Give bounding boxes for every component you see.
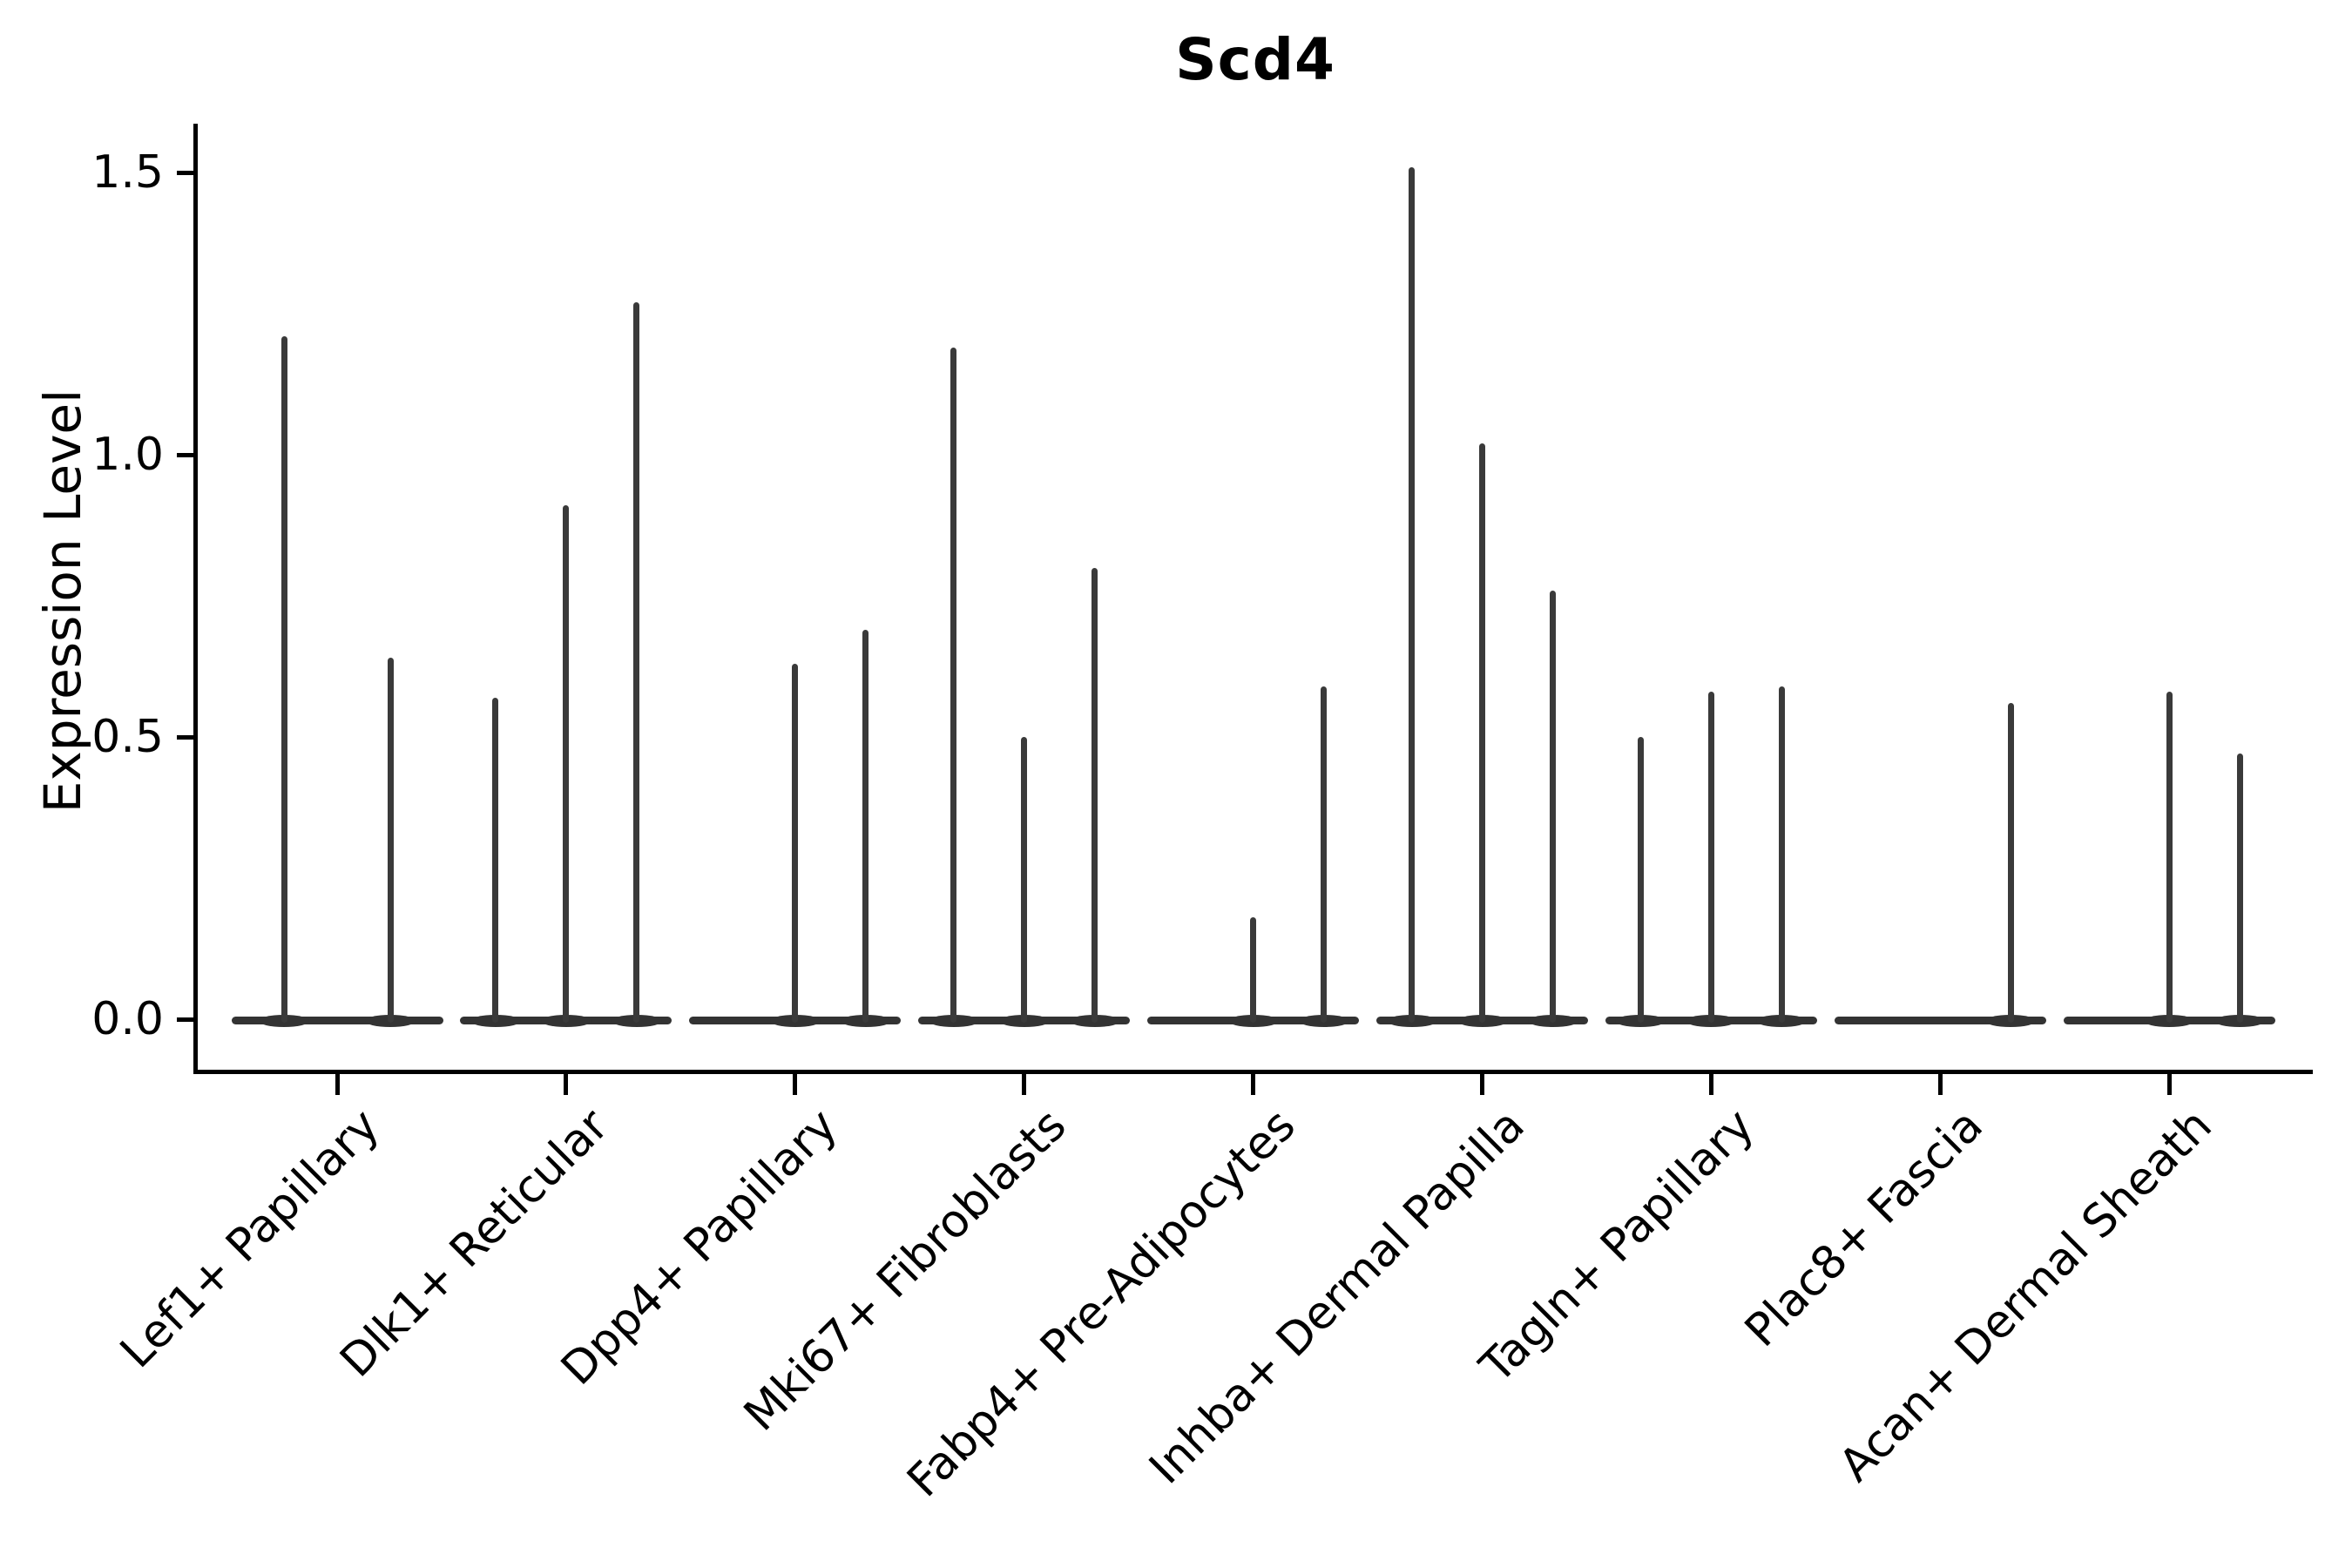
x-tick-mark	[1251, 1074, 1256, 1095]
violin-spike	[862, 629, 869, 1023]
violin-spike	[1021, 737, 1028, 1023]
violin-spike	[2236, 754, 2243, 1023]
violin-spike	[633, 302, 640, 1023]
violin-spike	[792, 663, 799, 1023]
x-tick-label: Plac8+ Fascia	[1734, 1099, 1993, 1357]
violin-spike	[1092, 567, 1098, 1023]
x-tick-label: Inhba+ Dermal Papilla	[1139, 1099, 1535, 1495]
violin-spike	[280, 335, 287, 1023]
x-axis-spine	[193, 1070, 2313, 1074]
y-tick-label: 1.5	[91, 146, 164, 199]
y-tick-label: 0.0	[91, 993, 164, 1045]
violin-spike	[1707, 692, 1714, 1023]
y-axis-spine	[193, 124, 198, 1074]
violin-spike	[1637, 737, 1644, 1023]
x-tick-mark	[1708, 1074, 1713, 1095]
violin-spike	[950, 347, 957, 1023]
y-tick-mark	[177, 452, 198, 457]
x-tick-mark	[793, 1074, 798, 1095]
violin-spike	[1778, 686, 1785, 1023]
x-tick-mark	[1937, 1074, 1943, 1095]
violin-base	[1834, 1017, 2046, 1024]
violin-spike	[1250, 917, 1257, 1023]
y-tick-label: 1.0	[91, 429, 164, 481]
violin-base	[231, 1017, 443, 1024]
violin-spike	[492, 697, 499, 1023]
x-tick-label: Fabp4+ Pre-Adipocytes	[897, 1099, 1307, 1508]
violin-spike	[1479, 443, 1485, 1023]
plot-title: Scd4	[1175, 26, 1335, 93]
y-tick-mark	[177, 734, 198, 740]
y-tick-mark	[177, 170, 198, 175]
violin-spike	[387, 658, 394, 1023]
violin-spike	[1550, 590, 1556, 1023]
violin-spike	[2166, 692, 2173, 1023]
x-tick-label: Acan+ Dermal Sheath	[1828, 1099, 2222, 1492]
y-tick-mark	[177, 1017, 198, 1022]
violin-spike	[563, 505, 570, 1023]
x-tick-mark	[335, 1074, 340, 1095]
x-tick-mark	[2166, 1074, 2172, 1095]
x-tick-mark	[564, 1074, 569, 1095]
violin-spike	[1321, 686, 1328, 1023]
y-tick-label: 0.5	[91, 711, 164, 763]
violin-spike	[1409, 166, 1415, 1023]
violin-spike	[2007, 703, 2014, 1023]
x-tick-mark	[1022, 1074, 1027, 1095]
x-tick-mark	[1480, 1074, 1484, 1095]
